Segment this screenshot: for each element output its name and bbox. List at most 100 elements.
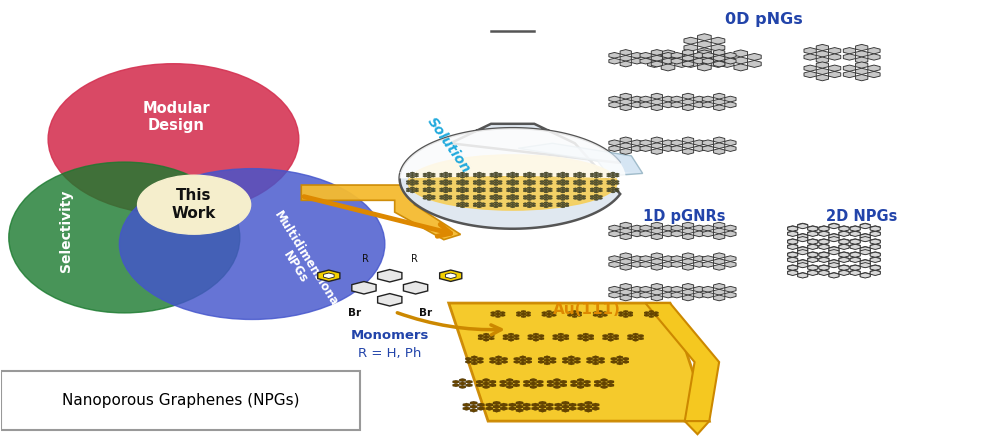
Polygon shape (631, 231, 643, 237)
Polygon shape (544, 176, 548, 178)
Polygon shape (496, 362, 502, 365)
Polygon shape (528, 194, 531, 196)
Polygon shape (843, 48, 856, 54)
Polygon shape (515, 188, 519, 190)
Polygon shape (414, 175, 418, 177)
Polygon shape (410, 181, 414, 183)
Polygon shape (595, 191, 599, 193)
Polygon shape (477, 403, 484, 407)
Polygon shape (584, 380, 591, 384)
Polygon shape (590, 190, 595, 192)
Polygon shape (816, 74, 828, 81)
Polygon shape (528, 206, 531, 208)
Polygon shape (798, 249, 808, 255)
Polygon shape (464, 173, 468, 175)
Polygon shape (631, 140, 643, 146)
Polygon shape (839, 226, 849, 231)
Polygon shape (871, 252, 880, 257)
Polygon shape (850, 252, 860, 257)
Polygon shape (682, 295, 694, 301)
Polygon shape (498, 188, 502, 190)
Polygon shape (798, 224, 808, 229)
Polygon shape (633, 333, 638, 336)
Polygon shape (725, 140, 736, 146)
Polygon shape (553, 334, 558, 337)
Polygon shape (494, 174, 498, 176)
Polygon shape (544, 187, 548, 189)
Text: Au(111): Au(111) (552, 302, 620, 317)
Polygon shape (829, 223, 839, 228)
Polygon shape (671, 102, 682, 108)
Polygon shape (509, 336, 514, 338)
Polygon shape (860, 247, 871, 252)
Polygon shape (816, 62, 828, 68)
Polygon shape (323, 273, 334, 279)
Polygon shape (631, 261, 643, 268)
Polygon shape (431, 175, 435, 177)
Polygon shape (620, 143, 631, 149)
Polygon shape (607, 380, 614, 384)
Polygon shape (457, 188, 460, 190)
Polygon shape (464, 175, 468, 177)
Polygon shape (871, 226, 880, 231)
Polygon shape (496, 315, 500, 318)
Polygon shape (481, 173, 485, 175)
Polygon shape (583, 338, 589, 341)
Polygon shape (561, 189, 565, 191)
Polygon shape (498, 190, 502, 192)
Polygon shape (531, 205, 535, 207)
Polygon shape (839, 257, 849, 262)
Polygon shape (788, 226, 798, 231)
Polygon shape (494, 183, 498, 186)
Polygon shape (460, 176, 464, 178)
Polygon shape (600, 382, 607, 385)
Polygon shape (671, 256, 682, 261)
Polygon shape (511, 189, 515, 191)
Polygon shape (640, 102, 652, 108)
Polygon shape (593, 362, 599, 365)
Polygon shape (388, 128, 637, 179)
Polygon shape (531, 190, 535, 192)
Polygon shape (860, 236, 871, 242)
Polygon shape (540, 175, 544, 177)
Polygon shape (410, 191, 414, 193)
Polygon shape (829, 247, 839, 252)
Polygon shape (578, 189, 582, 191)
Polygon shape (528, 191, 531, 193)
Polygon shape (839, 270, 849, 275)
Polygon shape (798, 236, 808, 242)
Polygon shape (697, 50, 711, 57)
Polygon shape (623, 313, 628, 315)
Polygon shape (615, 188, 619, 190)
Polygon shape (511, 202, 515, 204)
Polygon shape (584, 384, 591, 387)
Polygon shape (399, 124, 620, 229)
Polygon shape (544, 362, 550, 365)
Polygon shape (606, 180, 611, 183)
Polygon shape (623, 315, 628, 318)
Polygon shape (560, 384, 567, 387)
Polygon shape (721, 53, 734, 60)
Polygon shape (582, 188, 586, 190)
Polygon shape (460, 183, 464, 186)
Polygon shape (444, 172, 448, 174)
Polygon shape (829, 273, 839, 278)
Polygon shape (470, 405, 477, 408)
Polygon shape (547, 384, 553, 387)
Ellipse shape (119, 169, 385, 319)
Polygon shape (491, 314, 496, 316)
Polygon shape (538, 334, 544, 337)
Polygon shape (553, 337, 558, 340)
Polygon shape (850, 226, 860, 231)
Polygon shape (595, 380, 600, 384)
Polygon shape (829, 263, 839, 268)
Polygon shape (494, 187, 498, 189)
Polygon shape (406, 183, 410, 185)
Polygon shape (561, 196, 565, 198)
Polygon shape (514, 357, 520, 360)
Polygon shape (593, 356, 599, 359)
Polygon shape (788, 231, 798, 236)
Polygon shape (526, 312, 530, 314)
Polygon shape (856, 51, 868, 57)
Polygon shape (528, 183, 531, 186)
